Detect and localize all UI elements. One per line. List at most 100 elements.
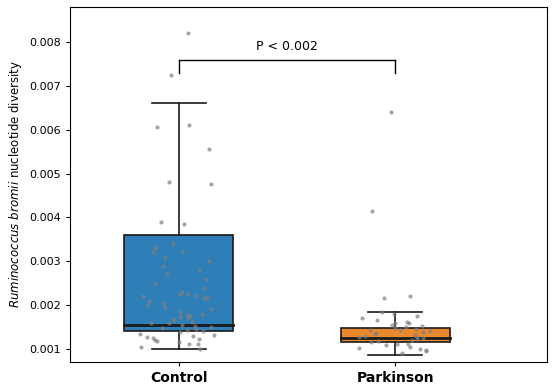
Point xyxy=(198,328,207,334)
Point xyxy=(200,295,209,301)
Point xyxy=(192,293,201,299)
Point xyxy=(373,317,382,323)
Point xyxy=(388,321,397,328)
Text: P < 0.002: P < 0.002 xyxy=(256,40,318,53)
Point xyxy=(401,324,410,330)
Point xyxy=(398,350,407,356)
Point xyxy=(189,332,198,339)
Point xyxy=(177,249,186,256)
Point xyxy=(184,291,193,297)
Point xyxy=(158,263,167,269)
Point xyxy=(422,348,431,354)
Point xyxy=(139,293,148,299)
Point xyxy=(174,339,183,345)
Point xyxy=(198,311,207,317)
Point xyxy=(413,336,422,342)
Point xyxy=(144,298,153,304)
Point xyxy=(382,342,391,348)
Point xyxy=(176,309,184,315)
Point xyxy=(180,221,189,227)
Point xyxy=(185,122,194,129)
Point xyxy=(177,321,186,328)
Point xyxy=(153,338,162,344)
Point xyxy=(175,314,184,320)
Point xyxy=(396,327,404,334)
Point xyxy=(371,331,379,337)
Point xyxy=(209,332,218,338)
Point xyxy=(151,337,160,343)
Point xyxy=(355,345,363,351)
Point xyxy=(194,267,203,273)
Point xyxy=(183,327,192,334)
Point xyxy=(389,311,398,317)
Point xyxy=(148,249,157,256)
Point xyxy=(151,245,160,251)
Point xyxy=(418,335,427,341)
FancyBboxPatch shape xyxy=(341,328,449,342)
Point xyxy=(152,124,161,131)
Point xyxy=(206,181,215,188)
Point xyxy=(202,295,211,301)
Point xyxy=(411,332,419,338)
Point xyxy=(206,306,215,312)
Point xyxy=(204,258,213,264)
Point xyxy=(202,276,211,282)
Point xyxy=(182,312,191,318)
Point xyxy=(193,341,202,347)
Point xyxy=(169,316,178,322)
Point xyxy=(151,280,160,286)
Point xyxy=(146,320,155,327)
Point xyxy=(412,334,421,341)
Point xyxy=(161,254,170,260)
Point xyxy=(165,319,173,326)
Point xyxy=(391,320,399,327)
Point xyxy=(417,323,426,329)
Point xyxy=(186,313,195,319)
Point xyxy=(386,109,395,115)
Point xyxy=(183,30,192,36)
Point xyxy=(361,332,370,339)
Point xyxy=(191,323,200,329)
Y-axis label: $\mathit{Ruminococcus\ bromii}$ nucleotide diversity: $\mathit{Ruminococcus\ bromii}$ nucleoti… xyxy=(7,61,24,309)
Point xyxy=(403,319,412,325)
Point xyxy=(406,343,415,350)
Point xyxy=(403,341,412,347)
Point xyxy=(160,304,169,310)
Point xyxy=(158,325,167,331)
Point xyxy=(207,324,216,330)
Point xyxy=(188,319,197,325)
Point xyxy=(426,328,435,334)
Point xyxy=(405,319,414,326)
Point xyxy=(142,334,151,340)
Point xyxy=(176,291,184,297)
Point xyxy=(373,338,382,344)
Point xyxy=(357,315,366,321)
Point xyxy=(419,329,428,335)
Point xyxy=(194,336,203,342)
Point xyxy=(378,309,387,315)
Point xyxy=(366,327,375,333)
Point xyxy=(166,72,175,78)
Point xyxy=(168,241,177,247)
Point xyxy=(380,295,389,301)
Point xyxy=(142,302,151,308)
Point xyxy=(368,208,377,214)
Point xyxy=(158,300,167,306)
Point xyxy=(170,317,178,323)
Point xyxy=(372,330,381,336)
Point xyxy=(183,315,192,321)
Point xyxy=(406,293,415,299)
Point xyxy=(408,337,417,343)
Point xyxy=(204,146,213,152)
Point xyxy=(392,341,401,348)
Point xyxy=(184,341,193,348)
Point xyxy=(178,289,187,295)
FancyBboxPatch shape xyxy=(125,235,233,331)
Point xyxy=(164,179,173,185)
Point xyxy=(422,347,430,353)
Point xyxy=(412,326,421,332)
Point xyxy=(391,325,399,331)
Point xyxy=(412,313,421,319)
Point xyxy=(137,343,146,350)
Point xyxy=(192,326,201,332)
